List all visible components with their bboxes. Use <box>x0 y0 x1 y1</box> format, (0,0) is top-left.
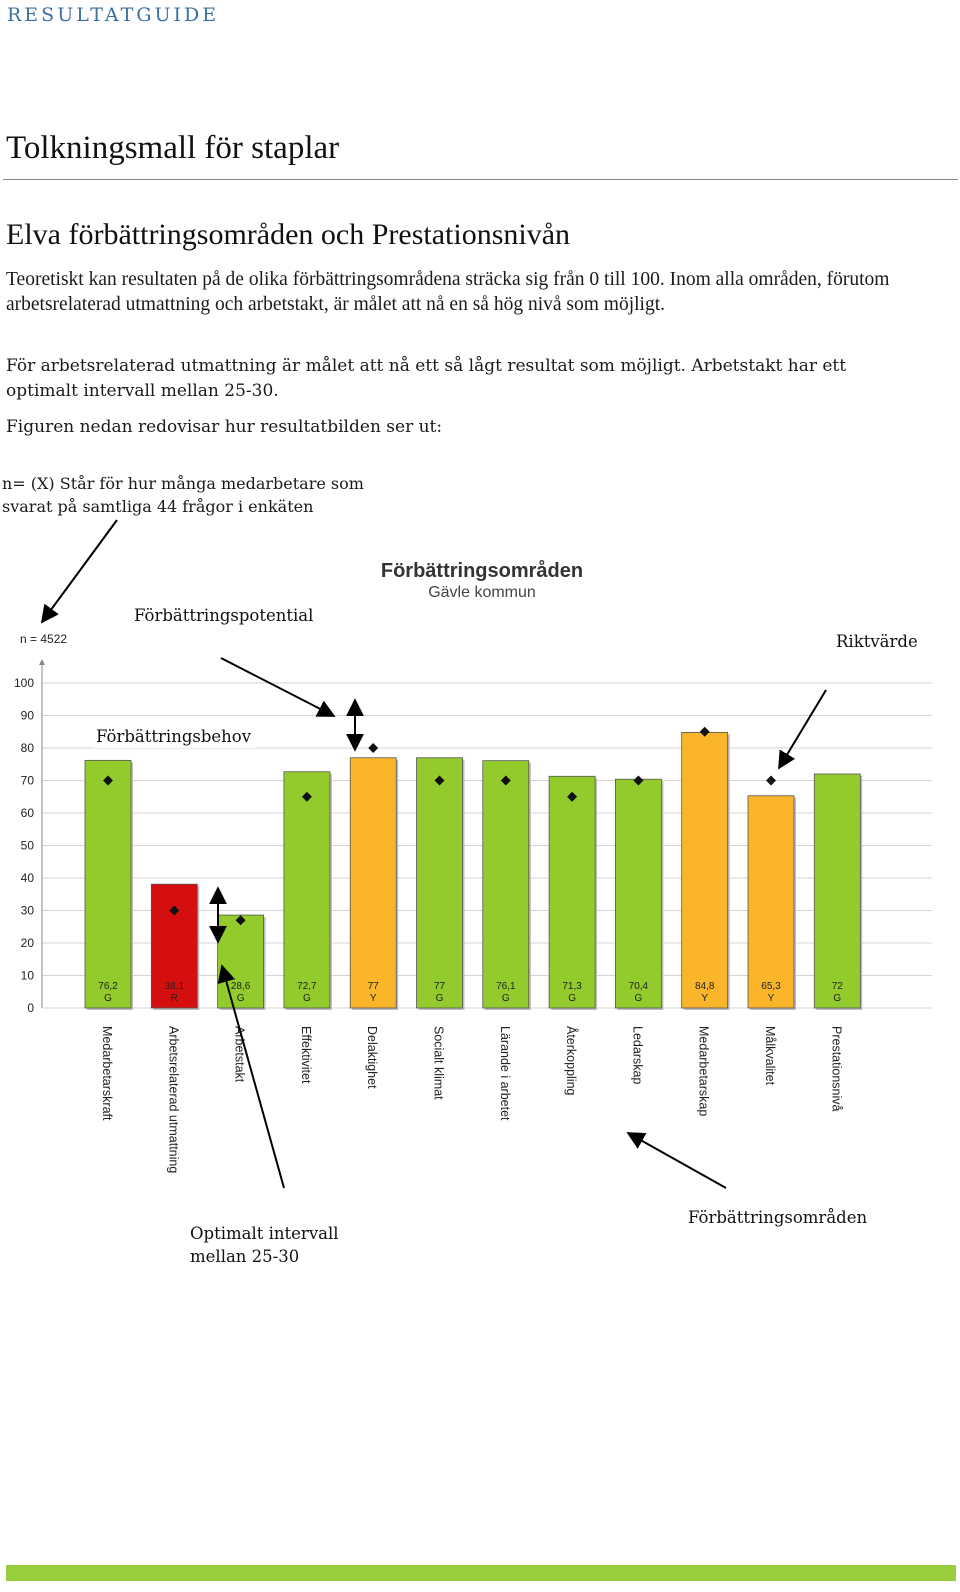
bar <box>482 760 530 1009</box>
y-tick-label: 90 <box>21 709 35 723</box>
category-label: Lärande i arbetet <box>498 1026 512 1121</box>
bar-value-label: 72 <box>832 981 844 992</box>
chart-subtitle: Gävle kommun <box>428 584 536 601</box>
footer-bar <box>6 1565 956 1581</box>
bar-value-label: 77 <box>368 981 380 992</box>
category-label: Effektivitet <box>299 1026 313 1084</box>
optimal-interval-arrow <box>217 964 285 1189</box>
chart-title: Förbättringsområden <box>381 559 583 582</box>
bar-value-label: 71,3 <box>562 981 582 992</box>
category-label: Medarbetarskap <box>697 1026 711 1116</box>
bar-value-label: 38,1 <box>165 981 185 992</box>
y-tick-label: 30 <box>21 904 35 918</box>
bar-status-label: G <box>502 993 510 1004</box>
optimal-interval-line1: Optimalt intervall <box>190 1224 339 1243</box>
bar <box>747 795 795 1009</box>
category-label: Ledarskap <box>630 1026 644 1084</box>
n-count-label: n = 4522 <box>20 632 67 646</box>
areas-annotation: Förbättringsområden <box>688 1208 868 1227</box>
bar <box>615 778 662 1009</box>
target-marker <box>766 775 776 786</box>
target-marker <box>500 775 511 786</box>
category-label: Arbetsrelaterad utmattning <box>166 1026 180 1173</box>
target-marker <box>699 726 710 737</box>
target-annotation: Riktvärde <box>836 632 918 651</box>
target-marker <box>633 775 644 786</box>
category-label: Delaktighet <box>365 1026 379 1089</box>
y-tick-label: 0 <box>27 1001 34 1015</box>
target-marker <box>567 791 578 802</box>
bar-status-label: G <box>436 993 444 1004</box>
y-tick-label: 60 <box>21 806 35 820</box>
bar-status-label: G <box>104 993 112 1004</box>
bar-status-label: G <box>303 993 311 1004</box>
target-marker <box>434 775 445 786</box>
n-note-annotation: n= (X) Står för hur många medarbetare so… <box>2 474 364 516</box>
section-heading: Elva förbättringsområden och Prestations… <box>6 218 571 251</box>
title-divider <box>3 179 958 180</box>
bar-status-label: Y <box>370 993 377 1004</box>
y-tick-label: 10 <box>21 969 35 983</box>
bar-value-label: 76,2 <box>98 981 118 992</box>
header-label: RESULTATGUIDE <box>7 4 220 26</box>
bar <box>283 771 331 1009</box>
bar-status-label: G <box>635 993 643 1004</box>
bar-chart: 0 10 20 30 40 50 60 70 80 90 100 Förbättringsområde… <box>14 519 932 1189</box>
category-label: Socialt klimat <box>432 1026 446 1100</box>
target-marker <box>235 915 246 926</box>
areas-arrow <box>626 1132 727 1189</box>
fatigue-paragraph: För arbetsrelaterad utmattning är målet … <box>6 356 847 401</box>
bar <box>349 757 397 1009</box>
intro-paragraph: Teoretiskt kan resultaten på de olika fö… <box>6 269 890 315</box>
bar <box>84 759 132 1009</box>
bar-status-label: G <box>833 993 841 1004</box>
optimal-interval-line2: mellan 25-30 <box>190 1247 300 1266</box>
n-arrow <box>40 519 118 624</box>
bar <box>150 883 198 1009</box>
bar <box>548 775 596 1009</box>
bar <box>416 757 463 1009</box>
bar <box>813 773 861 1009</box>
potential-arrow <box>220 657 336 717</box>
figure-intro-paragraph: Figuren nedan redovisar hur resultatbild… <box>6 417 443 437</box>
category-label: Målkvalitet <box>763 1026 777 1086</box>
y-tick-label: 40 <box>21 871 35 885</box>
bar-value-label: 72,7 <box>297 981 317 992</box>
target-marker <box>301 791 312 802</box>
bar-value-label: 77 <box>434 981 446 992</box>
bar-value-label: 76,1 <box>496 981 516 992</box>
category-label: Återkoppling <box>564 1026 579 1096</box>
bar-value-label: 65,3 <box>761 981 781 992</box>
target-marker <box>103 775 113 786</box>
bar-status-label: Y <box>701 993 708 1004</box>
target-marker <box>368 743 379 753</box>
optimal-interval-annotation: Optimalt intervall mellan 25-30 <box>190 1222 339 1268</box>
y-tick-label: 20 <box>21 936 35 950</box>
y-tick-label: 70 <box>21 774 35 788</box>
category-label: Arbetstakt <box>233 1026 247 1083</box>
category-label: Medarbetarskraft <box>100 1026 114 1121</box>
y-axis-arrowhead <box>39 659 45 665</box>
page-title: Tolkningsmall för staplar <box>6 130 340 166</box>
bar-value-label: 28,6 <box>231 981 251 992</box>
potential-annotation: Förbättringspotential <box>134 606 314 625</box>
category-label: Prestationsnivå <box>829 1026 843 1112</box>
need-annotation: Förbättringsbehov <box>94 727 256 748</box>
bar <box>681 732 729 1009</box>
bar-status-label: G <box>568 993 576 1004</box>
bar-status-label: R <box>171 993 178 1004</box>
y-tick-label: 50 <box>21 839 35 853</box>
y-tick-label: 80 <box>21 741 35 755</box>
bar-value-label: 70,4 <box>629 981 649 992</box>
target-marker <box>169 905 180 916</box>
target-arrow <box>778 689 827 770</box>
bar-value-label: 84,8 <box>695 981 715 992</box>
bar-status-label: G <box>237 993 245 1004</box>
y-tick-label: 100 <box>14 676 34 690</box>
bar-status-label: Y <box>768 993 775 1004</box>
